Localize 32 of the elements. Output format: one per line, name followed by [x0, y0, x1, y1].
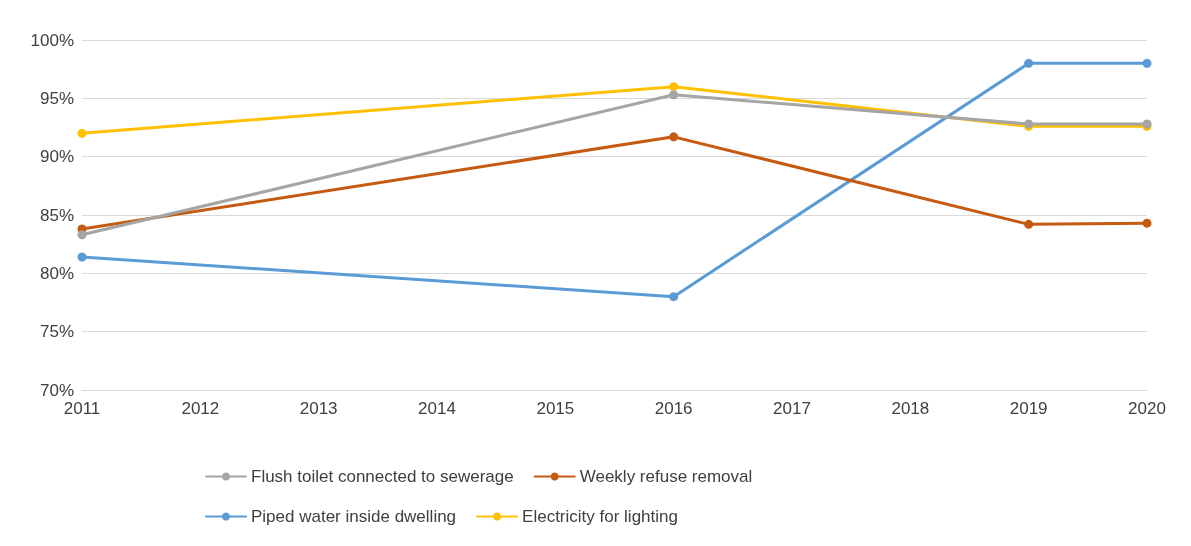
y-tick-label: 80%: [39, 263, 74, 283]
point: [1024, 219, 1034, 229]
x-tick-label: 2018: [891, 399, 930, 418]
point: [669, 292, 679, 302]
x-tick-label: 2019: [1009, 399, 1048, 418]
point: [669, 82, 679, 92]
point: [669, 90, 679, 100]
x-tick-label: 2014: [418, 399, 456, 418]
y-tick-label: 95%: [39, 88, 74, 108]
legend-label: Flush toilet connected to sewerage: [251, 467, 514, 486]
y-tick-label: 75%: [39, 322, 74, 342]
legend-label: Weekly refuse removal: [579, 467, 753, 486]
x-tick-label: 2011: [63, 399, 101, 418]
point: [77, 230, 87, 240]
x-tick-label: 2012: [181, 399, 220, 418]
y-tick-label: 85%: [39, 205, 74, 225]
x-tick-label: 2016: [654, 399, 693, 418]
point: [77, 128, 87, 138]
point: [77, 252, 87, 262]
x-tick-label: 2015: [536, 399, 575, 418]
x-tick-label: 2013: [299, 399, 338, 418]
x-tick-label: 2020: [1128, 399, 1166, 418]
y-tick-label: 100%: [30, 30, 74, 50]
point: [1142, 58, 1152, 68]
point: [1024, 58, 1034, 68]
point: [669, 132, 679, 142]
legend-label: Piped water inside dwelling: [251, 507, 457, 526]
point: [1142, 218, 1152, 228]
x-tick-label: 2017: [773, 399, 811, 418]
legend-label: Electricity for lighting: [522, 507, 678, 526]
y-tick-label: 90%: [39, 147, 74, 167]
y-tick-label: 70%: [39, 380, 74, 400]
